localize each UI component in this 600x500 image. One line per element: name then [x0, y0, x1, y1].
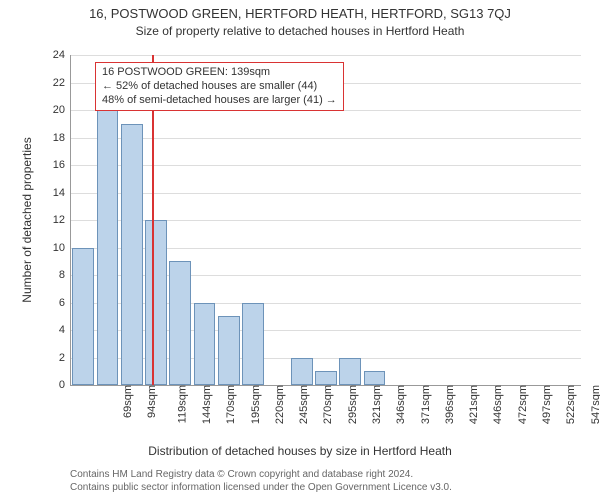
y-tick-label: 6	[59, 297, 71, 309]
x-tick-label: 547sqm	[588, 385, 600, 424]
bar	[194, 303, 216, 386]
x-tick-label: 220sqm	[272, 385, 286, 424]
x-tick-label: 472sqm	[515, 385, 529, 424]
y-tick-label: 18	[53, 132, 71, 144]
x-tick-label: 321sqm	[369, 385, 383, 424]
marker-annotation: 16 POSTWOOD GREEN: 139sqm← 52% of detach…	[95, 62, 344, 111]
annotation-line: ← 52% of detached houses are smaller (44…	[102, 80, 337, 94]
x-axis-label: Distribution of detached houses by size …	[0, 444, 600, 458]
annotation-line: 48% of semi-detached houses are larger (…	[102, 94, 337, 108]
y-tick-label: 0	[59, 379, 71, 391]
x-tick-label: 421sqm	[466, 385, 480, 424]
footer-credits: Contains HM Land Registry data © Crown c…	[70, 468, 452, 494]
x-tick-label: 346sqm	[393, 385, 407, 424]
y-tick-label: 12	[53, 214, 71, 226]
y-tick-label: 24	[53, 49, 71, 61]
bar	[121, 124, 143, 385]
x-tick-label: 119sqm	[174, 385, 188, 423]
bar	[364, 371, 386, 385]
x-tick-label: 144sqm	[199, 385, 213, 424]
x-tick-label: 245sqm	[296, 385, 310, 424]
gridline	[71, 55, 581, 56]
bar	[145, 220, 167, 385]
x-tick-label: 522sqm	[563, 385, 577, 424]
y-tick-label: 4	[59, 324, 71, 336]
y-tick-label: 2	[59, 352, 71, 364]
y-tick-label: 8	[59, 269, 71, 281]
y-axis-label: Number of detached properties	[20, 137, 34, 302]
bar	[339, 358, 361, 386]
y-tick-label: 16	[53, 159, 71, 171]
x-tick-label: 94sqm	[144, 385, 158, 418]
x-tick-label: 295sqm	[345, 385, 359, 424]
bar	[315, 371, 337, 385]
x-tick-label: 195sqm	[248, 385, 262, 424]
x-tick-label: 170sqm	[223, 385, 237, 424]
bar	[72, 248, 94, 386]
x-tick-label: 270sqm	[321, 385, 335, 424]
bar	[97, 110, 119, 385]
annotation-line: 16 POSTWOOD GREEN: 139sqm	[102, 66, 337, 80]
y-tick-label: 14	[53, 187, 71, 199]
y-tick-label: 22	[53, 77, 71, 89]
bar	[291, 358, 313, 386]
x-tick-label: 371sqm	[418, 385, 432, 424]
bar	[169, 261, 191, 385]
x-tick-label: 497sqm	[539, 385, 553, 424]
plot-area: 16 POSTWOOD GREEN: 139sqm← 52% of detach…	[70, 55, 581, 386]
footer-line: Contains public sector information licen…	[70, 481, 452, 494]
gridline	[71, 193, 581, 194]
footer-line: Contains HM Land Registry data © Crown c…	[70, 468, 452, 481]
y-tick-label: 20	[53, 104, 71, 116]
chart-frame: 16, POSTWOOD GREEN, HERTFORD HEATH, HERT…	[0, 0, 600, 500]
page-title: 16, POSTWOOD GREEN, HERTFORD HEATH, HERT…	[0, 6, 600, 21]
x-tick-label: 69sqm	[120, 385, 134, 418]
gridline	[71, 138, 581, 139]
y-tick-label: 10	[53, 242, 71, 254]
bar	[218, 316, 240, 385]
bar	[242, 303, 264, 386]
x-tick-label: 396sqm	[442, 385, 456, 424]
gridline	[71, 165, 581, 166]
page-subtitle: Size of property relative to detached ho…	[0, 24, 600, 38]
x-tick-label: 446sqm	[491, 385, 505, 424]
